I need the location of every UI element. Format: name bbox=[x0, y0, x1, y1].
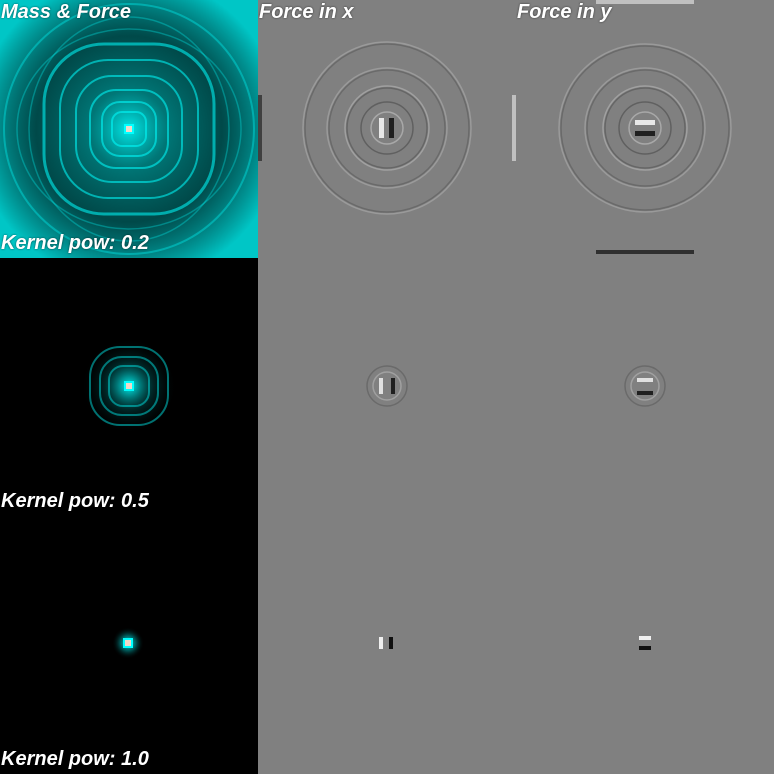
force-y-panel-pow-0.5 bbox=[516, 258, 774, 516]
force-y-column-title: Force in y bbox=[517, 1, 612, 23]
force-x-image bbox=[379, 637, 393, 649]
force-y-image bbox=[624, 365, 666, 407]
force-y-panel-pow-1.0 bbox=[516, 516, 774, 774]
force-x-panel-pow-1.0 bbox=[258, 516, 516, 774]
force-y-panel-pow-0.2: Force in y bbox=[516, 0, 774, 258]
force-x-column-title: Force in x bbox=[259, 1, 354, 23]
mass-force-image bbox=[81, 338, 177, 434]
force-y-image bbox=[639, 636, 651, 650]
mass-force-panel-pow-0.2: Mass & Force Kernel pow: 0.2 bbox=[0, 0, 258, 258]
mass-force-column-title: Mass & Force bbox=[1, 1, 132, 23]
force-x-panel-pow-0.2: Force in x bbox=[258, 0, 516, 258]
kernel-pow-label-row2: Kernel pow: 0.5 bbox=[1, 490, 149, 512]
kernel-pow-label-row1: Kernel pow: 0.2 bbox=[1, 232, 149, 254]
kernel-pow-label-row3: Kernel pow: 1.0 bbox=[1, 748, 149, 770]
mass-force-panel-pow-0.5: Kernel pow: 0.5 bbox=[0, 258, 258, 516]
force-y-image bbox=[558, 0, 732, 254]
mass-force-image bbox=[112, 627, 144, 659]
force-x-image bbox=[258, 41, 516, 215]
force-x-panel-pow-0.5 bbox=[258, 258, 516, 516]
mass-force-panel-pow-1.0: Kernel pow: 1.0 bbox=[0, 516, 258, 774]
force-x-image bbox=[366, 365, 408, 407]
mass-force-image bbox=[0, 0, 258, 258]
